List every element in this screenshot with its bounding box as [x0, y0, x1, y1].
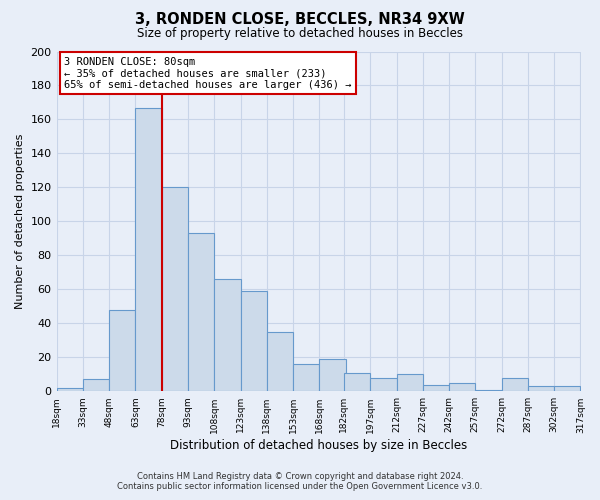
Bar [554, 386, 580, 392]
Bar [267, 332, 293, 392]
Y-axis label: Number of detached properties: Number of detached properties [15, 134, 25, 309]
X-axis label: Distribution of detached houses by size in Beccles: Distribution of detached houses by size … [170, 440, 467, 452]
Text: 3, RONDEN CLOSE, BECCLES, NR34 9XW: 3, RONDEN CLOSE, BECCLES, NR34 9XW [135, 12, 465, 28]
Bar [449, 383, 475, 392]
Bar [397, 374, 423, 392]
Text: Contains HM Land Registry data © Crown copyright and database right 2024.
Contai: Contains HM Land Registry data © Crown c… [118, 472, 482, 491]
Bar [319, 359, 346, 392]
Bar [241, 291, 267, 392]
Bar [293, 364, 319, 392]
Text: 3 RONDEN CLOSE: 80sqm
← 35% of detached houses are smaller (233)
65% of semi-det: 3 RONDEN CLOSE: 80sqm ← 35% of detached … [64, 56, 352, 90]
Bar [502, 378, 528, 392]
Bar [83, 380, 109, 392]
Bar [56, 388, 83, 392]
Bar [475, 390, 502, 392]
Bar [344, 372, 370, 392]
Bar [423, 384, 449, 392]
Bar [214, 279, 241, 392]
Bar [161, 188, 188, 392]
Text: Size of property relative to detached houses in Beccles: Size of property relative to detached ho… [137, 28, 463, 40]
Bar [528, 386, 554, 392]
Bar [136, 108, 161, 392]
Bar [370, 378, 397, 392]
Bar [109, 310, 136, 392]
Bar [188, 234, 214, 392]
